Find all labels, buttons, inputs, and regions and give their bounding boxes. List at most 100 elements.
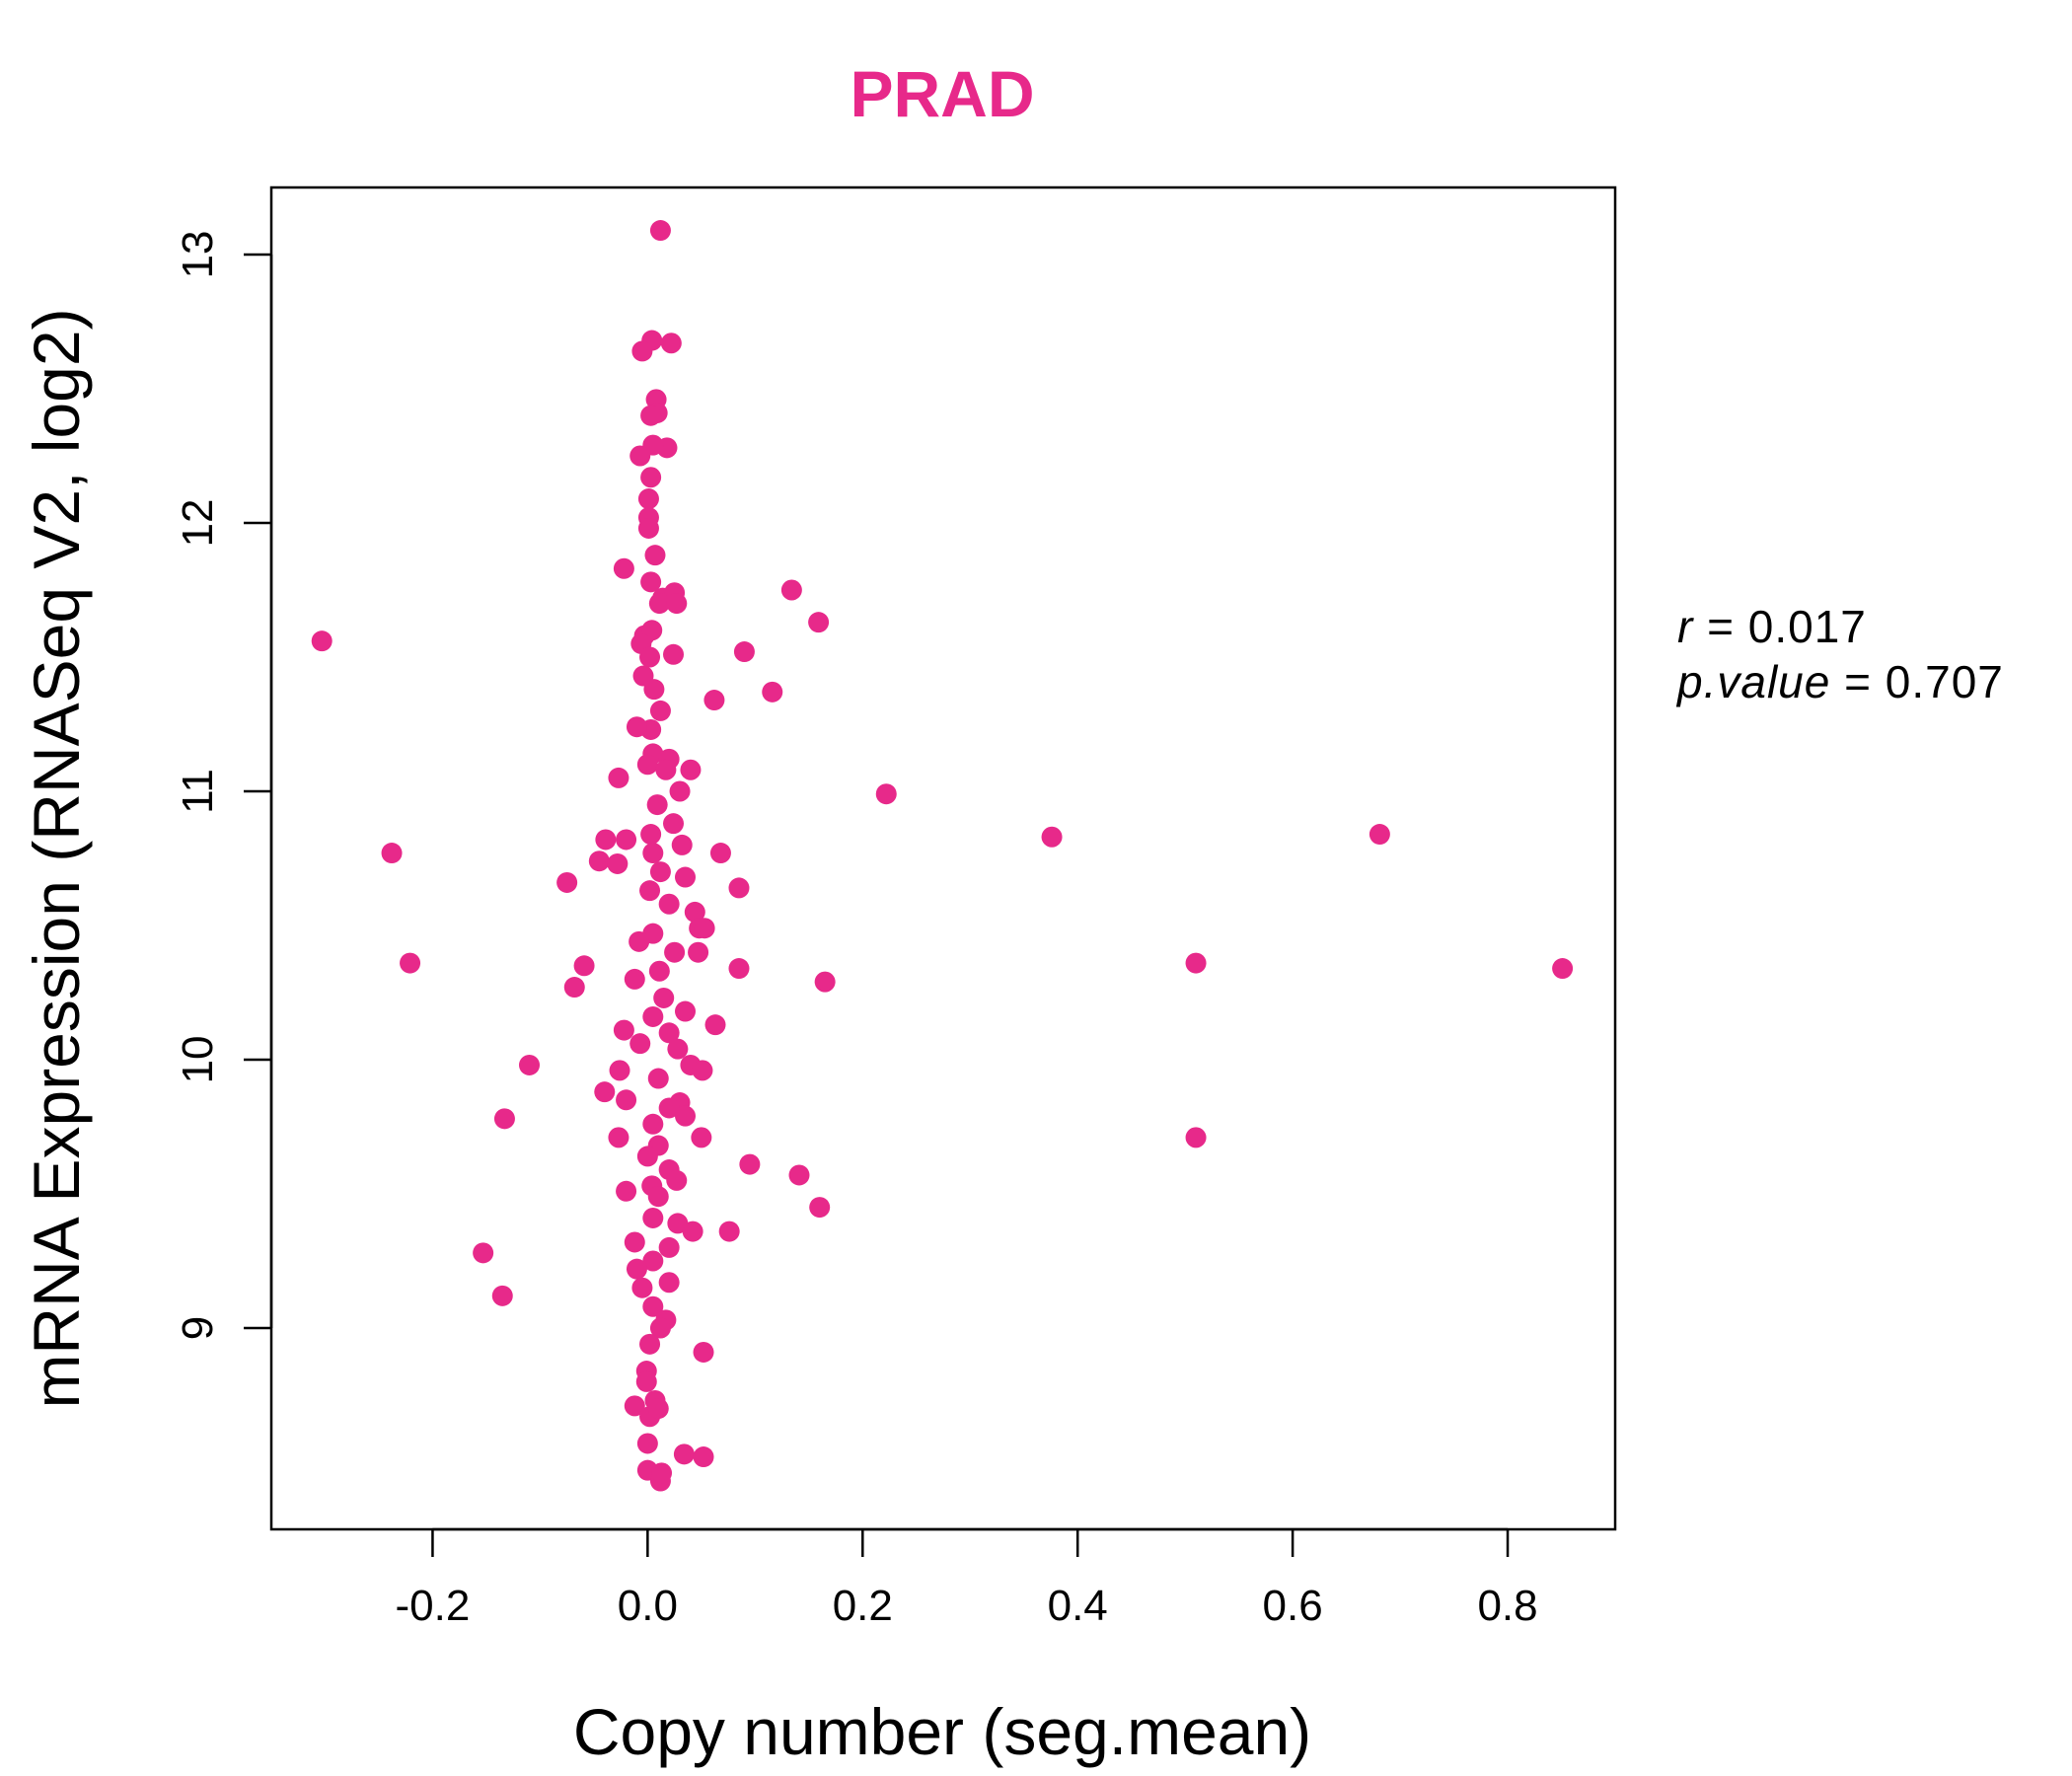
data-point [691,1127,712,1148]
x-tick-label: 0.4 [1048,1582,1108,1630]
data-point [640,824,662,846]
data-point [626,1258,647,1280]
data-point [1552,958,1574,980]
data-point [642,1113,664,1135]
data-point [703,690,725,711]
data-point [624,1231,645,1253]
data-point [733,641,755,663]
data-point [739,1153,761,1175]
data-points [311,220,1574,1492]
data-point [649,1317,671,1339]
x-axis-label: Copy number (seg.mean) [573,1695,1311,1768]
y-tick-label: 13 [174,231,222,279]
data-point [624,968,645,990]
data-point [636,754,658,776]
data-point [664,941,686,963]
data-point [642,1005,664,1027]
data-point [381,843,403,864]
data-point [616,829,637,851]
data-point [709,843,731,864]
x-tick-label: 0.2 [833,1582,893,1630]
data-point [728,958,750,980]
data-point [563,977,585,999]
data-point [637,517,659,539]
data-point [573,955,595,977]
data-point [635,1370,657,1392]
data-point [667,1038,689,1060]
data-point [1185,952,1207,974]
data-point [519,1054,541,1075]
data-point [631,340,653,362]
data-point [639,880,661,902]
data-point [588,851,610,872]
p-value: 0.707 [1885,656,2004,707]
data-point [674,1105,696,1127]
data-point [637,488,659,510]
data-point [649,220,671,242]
data-point [648,593,670,615]
plot-frame [269,185,1617,1531]
data-point [640,467,662,488]
data-point [684,901,705,923]
data-point [875,783,897,805]
chart-title: PRAD [850,57,1034,130]
data-point [814,971,836,993]
data-point [595,829,617,851]
data-point [613,1019,634,1041]
data-point [688,941,709,963]
data-point [666,593,688,615]
data-point [649,700,671,721]
data-point [718,1221,740,1242]
data-point [626,716,647,738]
data-point [607,852,629,874]
data-point [693,1446,714,1468]
data-point [647,1186,669,1208]
data-point [642,1295,664,1317]
p-value-stat: p.value = 0.707 [1677,656,2004,707]
data-point [658,893,680,915]
data-point [788,1164,810,1186]
data-point [631,1277,653,1298]
data-point [663,643,685,665]
data-point [658,1022,680,1044]
data-point [694,918,715,939]
data-point [636,1433,658,1454]
data-point [682,1221,703,1242]
r-value: 0.017 [1747,601,1867,652]
data-point [809,1197,831,1219]
data-point [400,952,421,974]
correlation-stat: r = 0.017 [1677,601,1867,652]
data-point [728,877,750,899]
data-point [608,767,629,788]
data-point [808,612,830,633]
data-point [624,1395,645,1417]
data-point [473,1242,494,1264]
x-axis: -0.2 0.0 0.2 0.4 0.6 0.8 [396,1527,1538,1630]
data-point [629,445,651,467]
data-point [629,1033,651,1055]
data-point [663,813,685,835]
data-point [613,557,634,579]
data-point [674,1000,696,1022]
y-tick-label: 11 [174,769,222,814]
data-point [692,1060,713,1081]
data-point [616,1089,637,1111]
data-point [642,1250,664,1272]
data-point [642,1207,664,1228]
data-point [1185,1127,1207,1148]
data-point [594,1081,616,1103]
data-point [609,1060,630,1081]
data-point [649,861,671,883]
data-point [674,866,696,888]
y-tick-label: 9 [174,1316,222,1340]
data-point [640,405,662,426]
data-point [646,794,668,816]
data-point [658,1097,680,1119]
data-point [644,545,666,566]
x-tick-label: 0.6 [1263,1582,1323,1630]
data-point [608,1127,629,1148]
y-tick-label: 12 [174,499,222,548]
data-point [639,646,661,668]
data-point [647,1068,669,1089]
